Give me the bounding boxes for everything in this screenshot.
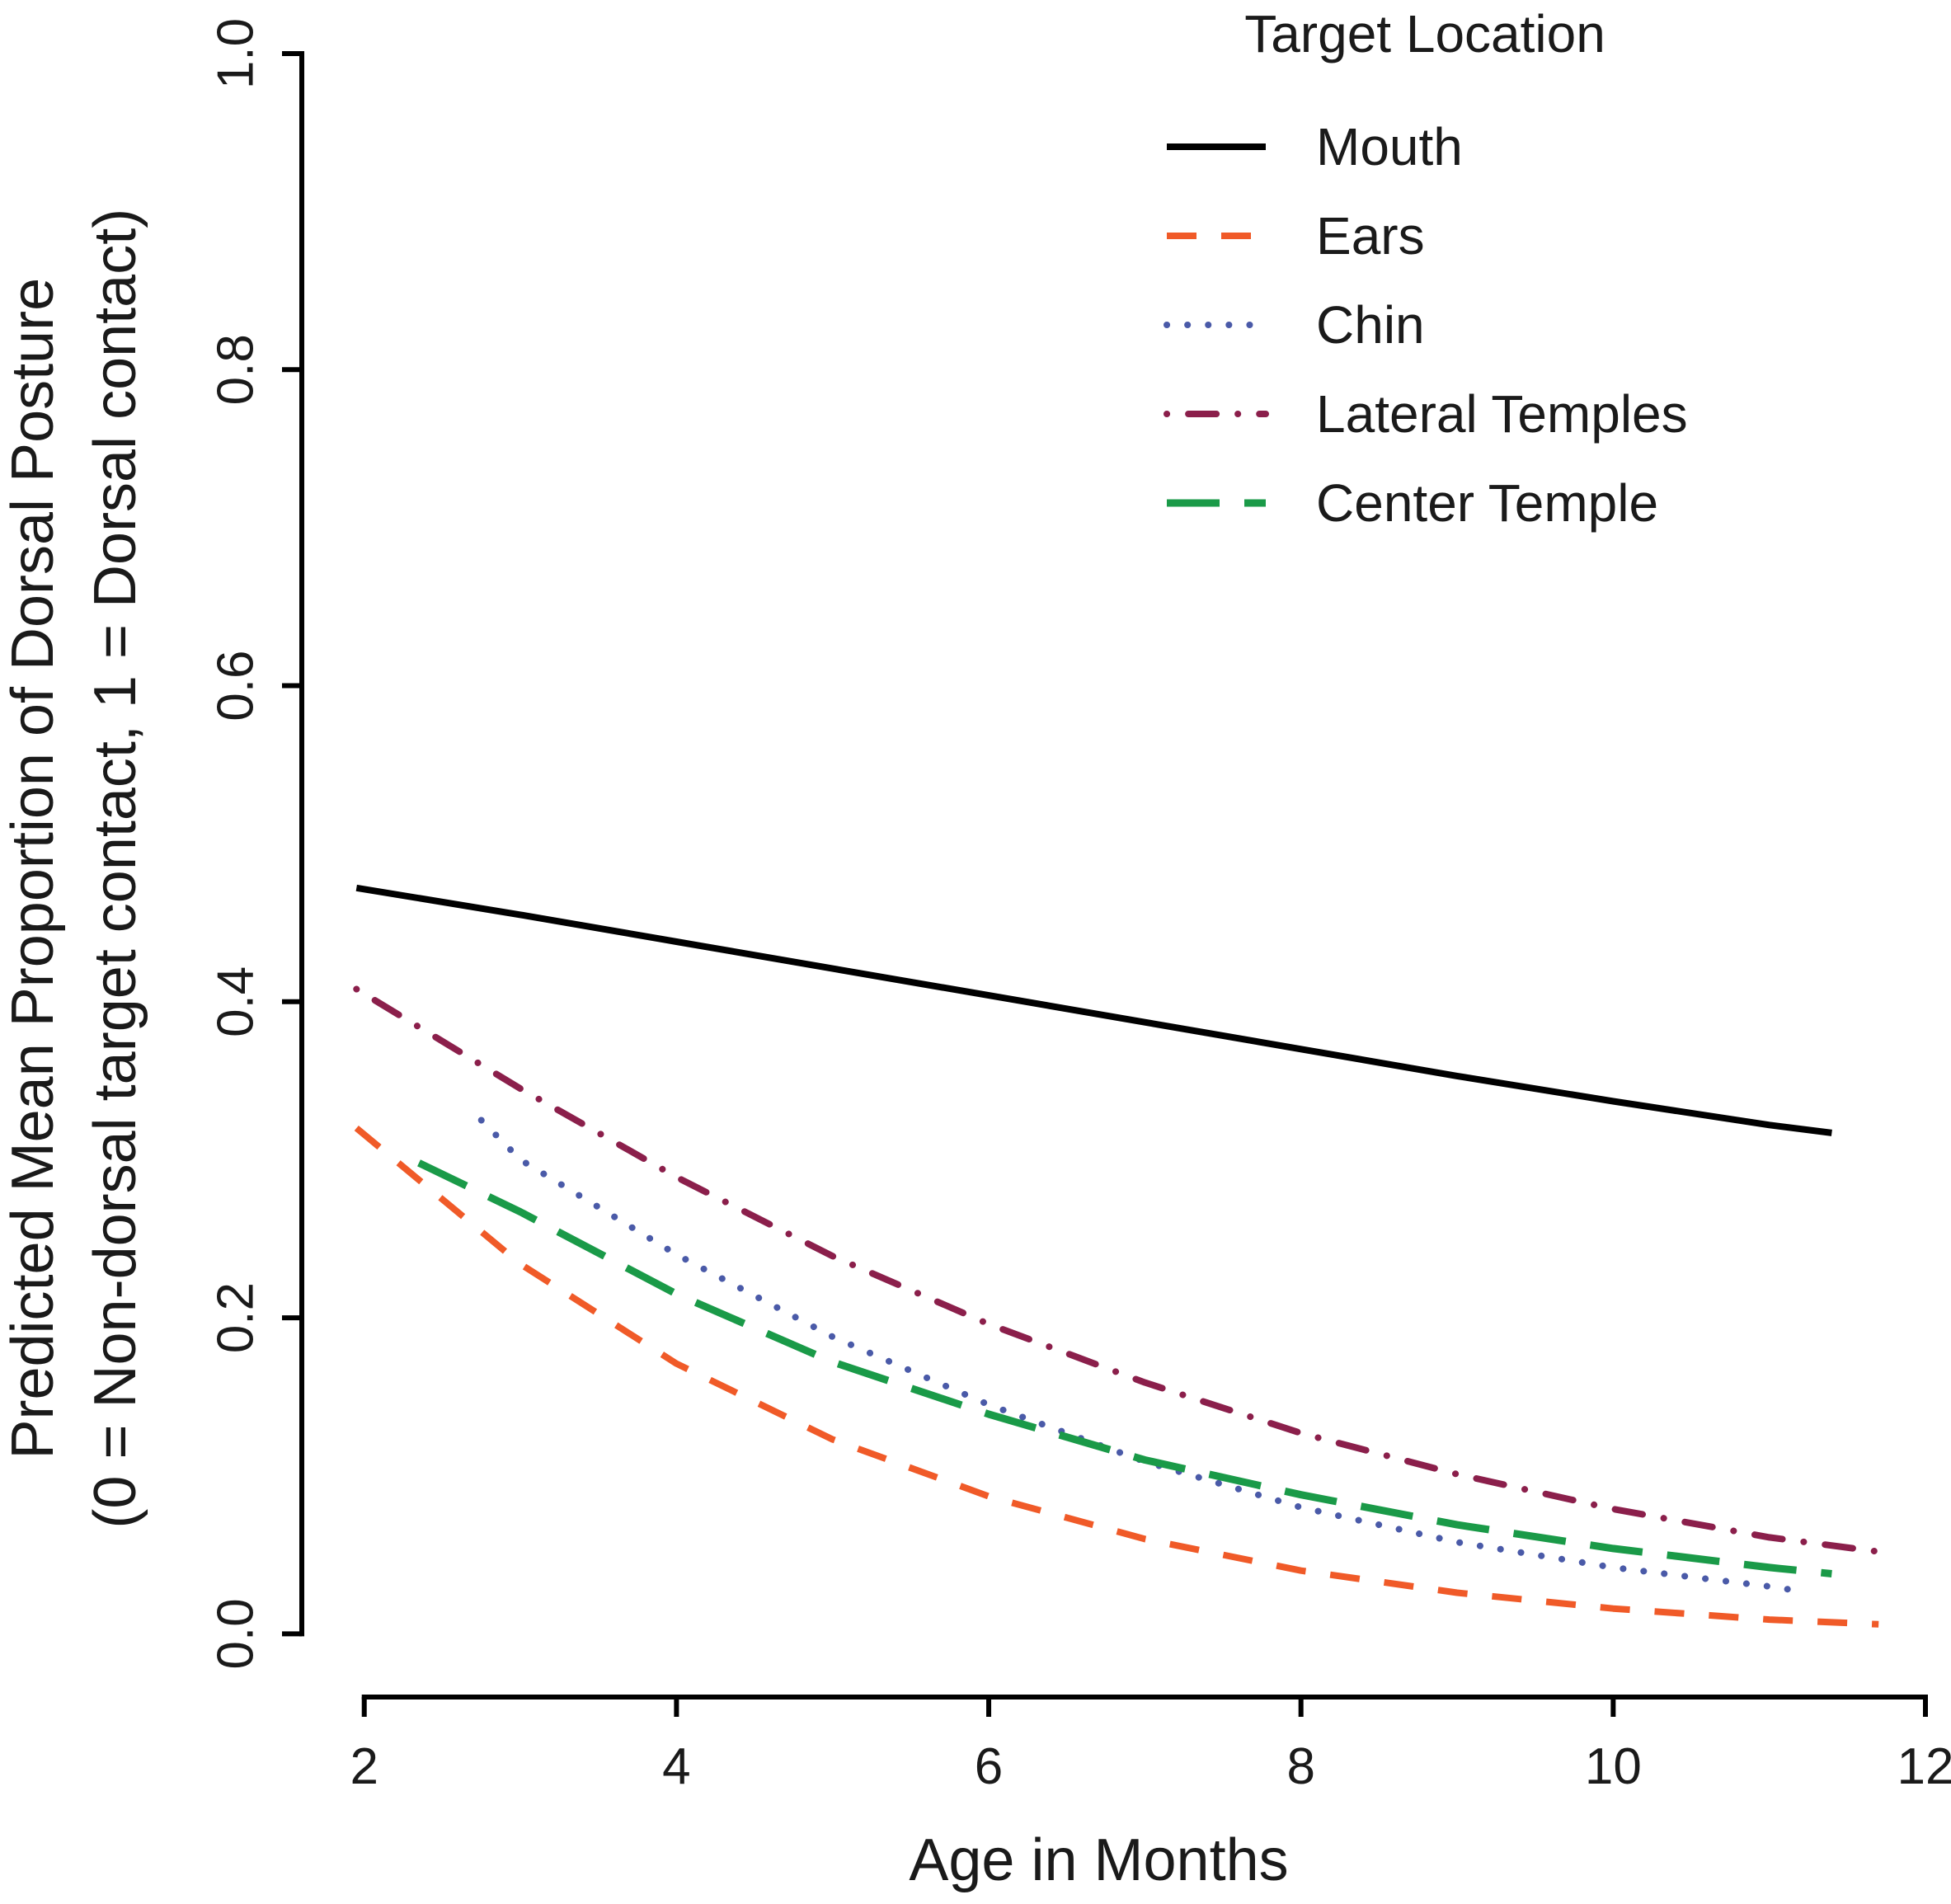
series-line-ears [354, 1126, 1879, 1628]
x-tick-label-6: 6 [975, 1738, 1003, 1795]
x-tick-label-2: 2 [350, 1738, 378, 1795]
legend-item-center-temple: Center Temple [1167, 473, 1658, 533]
series-line-chin [477, 1117, 1804, 1595]
legend-label-lateral-temples: Lateral Temples [1316, 384, 1688, 444]
x-axis-ticks: 2 4 6 8 10 12 [350, 1697, 1951, 1795]
y-tick-label-0.4: 0.4 [208, 966, 265, 1037]
series-lines [353, 884, 1883, 1628]
x-tick-label-10: 10 [1585, 1738, 1642, 1795]
legend-label-center-temple: Center Temple [1316, 473, 1658, 533]
chart-axes [299, 51, 1928, 1699]
legend-items: Mouth Ears Chin Lateral Temples Center Templ… [1164, 117, 1688, 533]
y-tick-label-0.6: 0.6 [208, 650, 265, 721]
y-tick-label-0.2: 0.2 [208, 1282, 265, 1353]
x-tick-label-4: 4 [662, 1738, 690, 1795]
x-tick-label-12: 12 [1897, 1738, 1951, 1795]
legend-item-mouth: Mouth [1167, 117, 1463, 176]
legend-item-ears: Ears [1167, 206, 1425, 266]
legend-label-mouth: Mouth [1316, 117, 1463, 176]
legend-label-chin: Chin [1316, 295, 1425, 355]
y-tick-label-1.0: 1.0 [208, 18, 265, 89]
legend-title: Target Location [1244, 4, 1605, 63]
legend-item-lateral-temples: Lateral Temples [1164, 384, 1688, 444]
x-tick-label-8: 8 [1286, 1738, 1314, 1795]
series-line-mouth [355, 884, 1832, 1136]
y-tick-label-0.8: 0.8 [208, 334, 265, 405]
series-line-center-temple [417, 1159, 1832, 1577]
legend-item-chin: Chin [1164, 295, 1425, 355]
y-axis-label-secondary: (0 = Non-dorsal target contact, 1 = Dors… [82, 209, 148, 1529]
y-axis-ticks: 0.0 0.2 0.4 0.6 0.8 1.0 [208, 18, 302, 1669]
series-line-lateral-temples [353, 985, 1883, 1555]
y-axis-label: Predicted Mean Proportion of Dorsal Post… [0, 278, 66, 1460]
legend-label-ears: Ears [1316, 206, 1425, 266]
legend: Target Location Mouth Ears Chin Lateral Tem… [1164, 4, 1688, 533]
y-tick-label-0.0: 0.0 [208, 1598, 265, 1669]
x-axis-label: Age in Months [909, 1827, 1288, 1893]
